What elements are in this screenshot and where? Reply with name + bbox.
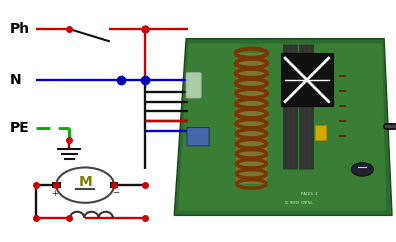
Text: PACES 2: PACES 2 — [301, 192, 318, 196]
Bar — [339, 120, 346, 122]
Bar — [315, 125, 326, 140]
Text: −: − — [112, 189, 119, 198]
Bar — [281, 53, 333, 106]
Text: PE: PE — [10, 121, 30, 135]
Bar — [110, 182, 118, 188]
Polygon shape — [174, 39, 392, 215]
Bar — [339, 90, 346, 92]
Bar — [236, 53, 267, 184]
Text: Ph: Ph — [10, 22, 30, 36]
Text: DC MOTOR CONTROL: DC MOTOR CONTROL — [285, 202, 313, 205]
Bar — [52, 182, 61, 188]
FancyBboxPatch shape — [187, 128, 209, 146]
Text: +: + — [51, 189, 59, 198]
Bar — [339, 105, 346, 107]
Circle shape — [351, 163, 373, 176]
Bar — [339, 75, 346, 77]
FancyBboxPatch shape — [186, 73, 201, 98]
Polygon shape — [178, 44, 386, 211]
Text: M: M — [78, 174, 92, 189]
Text: N: N — [10, 73, 21, 87]
Bar — [339, 135, 346, 137]
